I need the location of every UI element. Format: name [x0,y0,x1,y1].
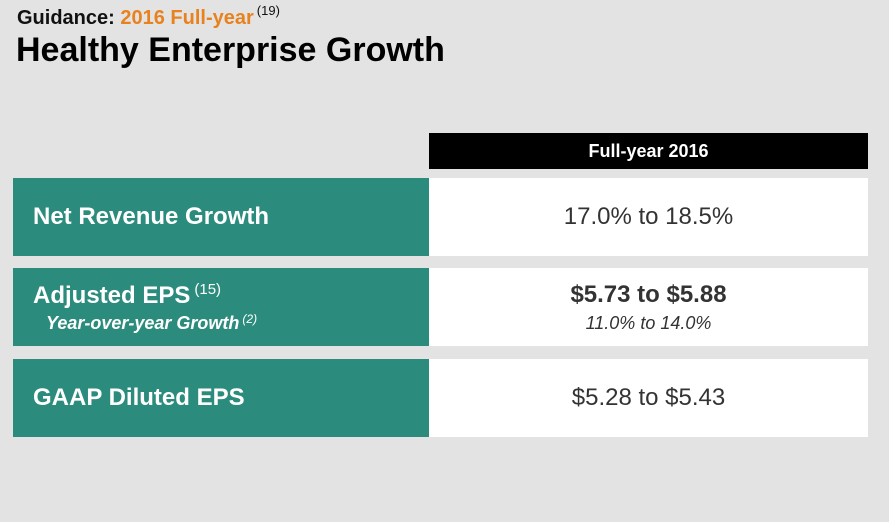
row-value-cell: 17.0% to 18.5% [429,178,868,256]
table-row-net-revenue: Net Revenue Growth 17.0% to 18.5% [13,178,868,256]
column-header: Full-year 2016 [429,133,868,169]
kicker-label: Guidance: [17,7,115,29]
row-label: Adjusted EPS [33,281,191,309]
page-title: Healthy Enterprise Growth [16,31,445,69]
row-label: GAAP Diluted EPS [33,384,245,411]
row-label-cell: GAAP Diluted EPS [13,359,429,437]
row-label-cell: Adjusted EPS (15) Year-over-year Growth (2… [13,268,429,346]
row-value: $5.28 to $5.43 [571,384,726,411]
table-row-adjusted-eps: Adjusted EPS (15) Year-over-year Growth (2… [13,268,868,346]
row-subvalue: 11.0% to 14.0% [585,312,712,333]
row-value: $5.73 to $5.88 [570,280,727,308]
row-sublabel: Year-over-year Growth [46,312,240,333]
row-value-cell: $5.28 to $5.43 [429,359,868,437]
guidance-kicker: Guidance: 2016 Full-year (19) [17,3,280,30]
row-sublabel-line: Year-over-year Growth (2) [46,312,429,334]
row-label-footnote: (15) [194,280,222,298]
kicker-period: 2016 Full-year [120,7,254,29]
row-value: 17.0% to 18.5% [563,203,734,230]
row-label: Net Revenue Growth [33,203,270,230]
row-label-line: Adjusted EPS (15) [33,281,429,310]
table-row-gaap-eps: GAAP Diluted EPS $5.28 to $5.43 [13,359,868,437]
kicker-footnote: (19) [256,3,280,18]
row-value-cell: $5.73 to $5.88 11.0% to 14.0% [429,268,868,346]
row-label-cell: Net Revenue Growth [13,178,429,256]
row-sublabel-footnote: (2) [242,311,258,326]
